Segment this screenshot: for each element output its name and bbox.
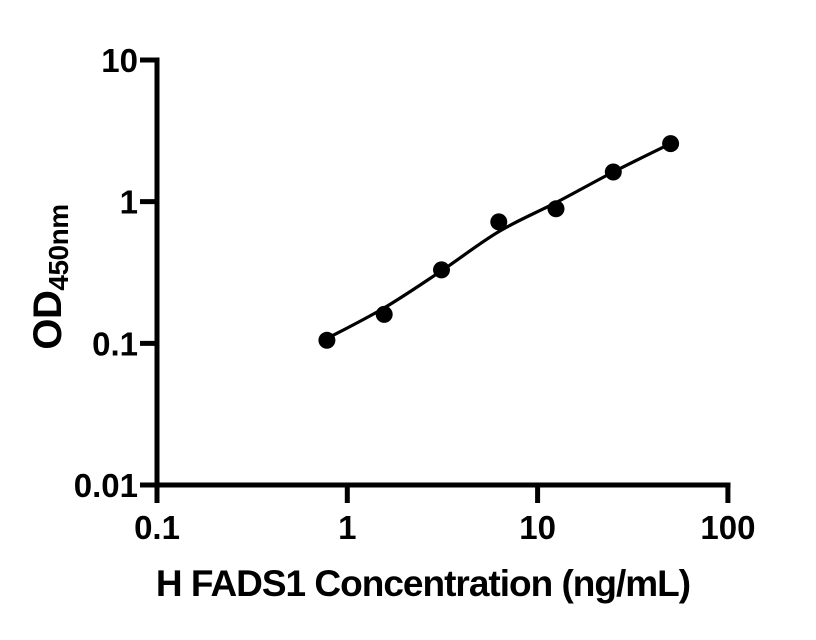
- data-point: [604, 163, 622, 181]
- x-tick-label: 100: [700, 509, 755, 546]
- data-point: [375, 305, 393, 323]
- x-tick-label: 10: [519, 509, 556, 546]
- data-point: [318, 331, 336, 349]
- data-point: [662, 135, 680, 153]
- y-tick-label: 10: [101, 42, 138, 79]
- y-tick-label: 0.01: [74, 467, 138, 504]
- x-axis-title: H FADS1 Concentration (ng/mL): [155, 563, 691, 604]
- y-axis-title: OD450nm: [23, 192, 74, 362]
- y-tick-label: 0.1: [92, 325, 138, 362]
- y-axis-title-subscript: 450nm: [43, 204, 74, 291]
- x-tick-label: 0.1: [134, 509, 180, 546]
- data-point: [490, 213, 508, 231]
- data-point: [547, 200, 565, 218]
- y-tick-label: 1: [120, 184, 138, 221]
- data-point: [433, 261, 450, 279]
- y-axis-title-main: OD: [26, 290, 70, 350]
- x-tick-label: 1: [338, 509, 356, 546]
